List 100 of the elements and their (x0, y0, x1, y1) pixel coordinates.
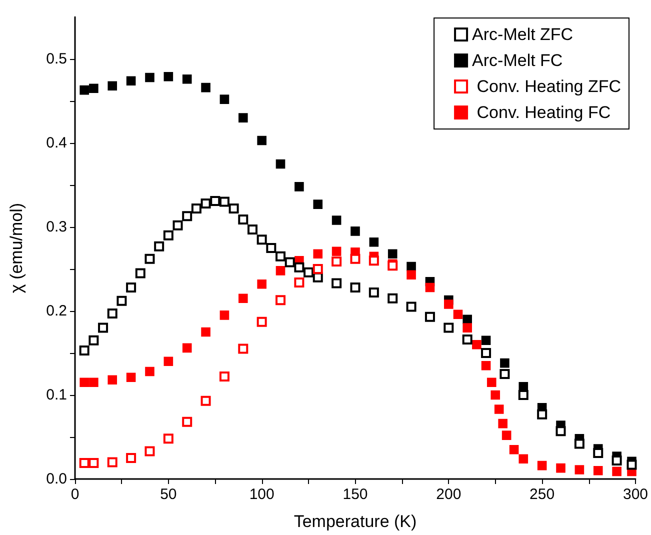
point (490, 390, 500, 400)
point (276, 251, 286, 262)
point (257, 136, 266, 146)
x-tick-label: 300 (622, 486, 648, 503)
point (126, 372, 136, 382)
point (502, 430, 512, 440)
point (574, 438, 584, 449)
point (494, 404, 504, 414)
point (425, 282, 435, 292)
point (238, 214, 248, 224)
point (108, 375, 118, 385)
point (388, 249, 398, 259)
point (388, 293, 398, 304)
point (144, 446, 155, 456)
point (368, 256, 379, 266)
point (182, 343, 192, 353)
point (276, 295, 286, 306)
legend-label: Arc-Melt ZFC (472, 25, 574, 44)
point (509, 444, 519, 454)
point (276, 266, 286, 276)
y-tick-label: 0.5 (46, 50, 67, 68)
point (145, 72, 154, 82)
point (537, 460, 547, 470)
point (481, 360, 491, 370)
x-axis-title: Temperature (K) (294, 512, 417, 531)
point (238, 294, 248, 304)
point (294, 262, 304, 272)
point (369, 237, 379, 247)
point (238, 113, 248, 122)
point (294, 182, 304, 192)
point (135, 268, 146, 278)
point (201, 327, 210, 337)
y-tick-label: 0.3 (46, 218, 67, 236)
point (472, 340, 482, 350)
y-tick-label: 0.2 (46, 302, 67, 320)
point (626, 460, 637, 470)
point (518, 390, 528, 400)
point (332, 216, 342, 225)
point (116, 296, 127, 306)
point (220, 310, 230, 320)
point (574, 465, 584, 474)
point (406, 262, 416, 272)
point (350, 226, 360, 236)
point (453, 310, 463, 320)
point (500, 369, 510, 379)
point (332, 256, 342, 266)
point (256, 234, 267, 245)
point (556, 463, 566, 473)
point (247, 224, 258, 235)
point (107, 308, 118, 319)
point (200, 396, 211, 406)
point (256, 316, 267, 327)
point (518, 382, 528, 392)
point (556, 426, 566, 436)
point (210, 196, 220, 206)
point (424, 312, 435, 322)
point (406, 270, 416, 280)
point (462, 323, 472, 332)
point (164, 356, 174, 366)
y-tick-label: 0.4 (46, 134, 67, 152)
point (518, 454, 528, 464)
point (294, 277, 304, 288)
point (486, 378, 496, 388)
x-tick-label: 50 (160, 486, 177, 503)
point (172, 220, 183, 230)
point (612, 456, 622, 466)
point (368, 288, 379, 298)
x-tick-label: 100 (249, 486, 274, 503)
point (219, 196, 230, 207)
point (163, 434, 174, 444)
point (164, 72, 174, 82)
point (88, 335, 99, 346)
point (126, 76, 136, 86)
point (107, 457, 118, 468)
point (163, 230, 174, 240)
legend-label: Arc-Melt FC (472, 51, 563, 70)
point (144, 254, 155, 264)
point (126, 282, 136, 292)
point (481, 336, 491, 346)
y-tick-label: 0.1 (46, 386, 67, 404)
point (313, 249, 323, 259)
legend-label: Conv. Heating ZFC (472, 77, 622, 96)
point (612, 466, 622, 476)
point (79, 458, 90, 468)
point (80, 85, 89, 95)
point (462, 314, 472, 324)
point (500, 358, 510, 368)
point (332, 278, 342, 288)
point (191, 204, 202, 214)
point (220, 94, 230, 104)
point (200, 198, 211, 208)
point (79, 345, 90, 356)
point (313, 200, 323, 209)
point (332, 246, 342, 256)
point (498, 418, 508, 428)
point (462, 334, 472, 345)
point (593, 448, 604, 458)
point (88, 458, 99, 468)
point (89, 378, 98, 388)
point (238, 344, 248, 354)
